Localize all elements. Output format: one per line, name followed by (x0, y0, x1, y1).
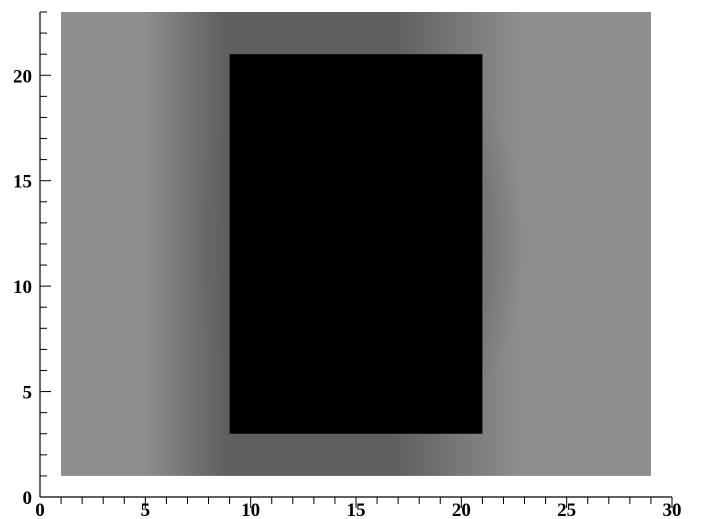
y-tick-label: 5 (23, 383, 33, 404)
axes: 0 5 10 15 20 25 30 0 5 10 15 20 (13, 11, 682, 519)
y-tick-label: 20 (13, 66, 32, 87)
x-tick-label: 5 (141, 500, 151, 519)
y-tick-label: 10 (13, 277, 32, 298)
obstacle-block (229, 54, 483, 434)
x-tick-label: 30 (663, 500, 682, 519)
x-tick-label: 15 (347, 500, 366, 519)
x-tick-label: 10 (241, 500, 260, 519)
x-tick-label: 0 (35, 500, 45, 519)
y-tick-label: 0 (23, 488, 33, 509)
y-tick-label: 15 (13, 172, 32, 193)
x-tick-label: 20 (452, 500, 471, 519)
x-tick-label: 25 (557, 500, 576, 519)
